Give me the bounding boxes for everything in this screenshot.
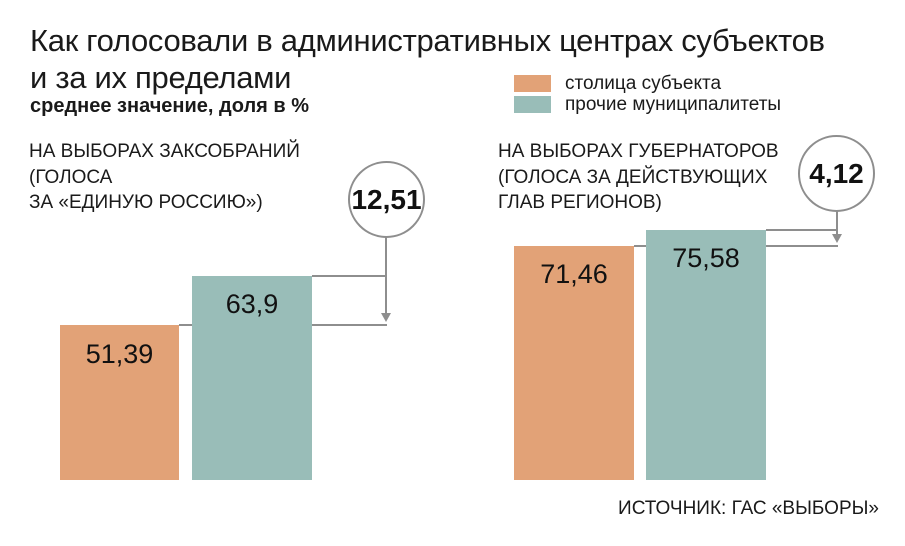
right-capital-bar-value: 71,46 xyxy=(540,259,608,289)
left-capital-bar: 51,39 xyxy=(60,325,179,480)
legend-item-other: прочие муниципалитеты xyxy=(514,93,782,115)
left-other-bar-value: 63,9 xyxy=(225,289,279,319)
left-diff-line-top xyxy=(312,275,386,277)
left-capital-bar-value: 51,39 xyxy=(85,339,154,369)
left-chart-header-line3: ЗА «ЕДИНУЮ РОССИЮ») xyxy=(29,192,263,213)
source-credit: ИСТОЧНИК: ГАС «ВЫБОРЫ» xyxy=(618,498,879,519)
page-subtitle: среднее значение, доля в % xyxy=(30,95,310,117)
left-diff-line-vertical xyxy=(385,237,387,314)
legend-item-capital: столица субъекта xyxy=(514,72,781,94)
left-chart-header-line1: НА ВЫБОРАХ ЗАКСОБРАНИЙ xyxy=(29,141,300,162)
left-other-bar: 63,9 xyxy=(192,276,312,480)
left-diff-value: 12,51 xyxy=(351,183,422,215)
right-diff-line-vertical xyxy=(836,211,838,235)
page-title-line2: и за их пределами xyxy=(30,60,292,95)
right-chart-header-line2: (ГОЛОСА ЗА ДЕЙСТВУЮЩИХ xyxy=(498,166,768,188)
left-diff-circle: 12,51 xyxy=(348,161,425,238)
title-block: Как голосовали в административных центра… xyxy=(30,22,825,96)
left-chart-header: НА ВЫБОРАХ ЗАКСОБРАНИЙ (ГОЛОСА ЗА «ЕДИНУ… xyxy=(29,139,300,216)
legend-label-other: прочие муниципалитеты xyxy=(565,93,782,115)
left-arrow-down-icon xyxy=(381,313,391,322)
right-other-bar-value: 75,58 xyxy=(672,243,740,273)
page-title-line1: Как голосовали в административных центра… xyxy=(30,23,825,58)
right-other-bar: 75,58 xyxy=(646,230,766,480)
left-chart-header-line2: (ГОЛОСА xyxy=(29,166,113,188)
other-color-swatch-icon xyxy=(514,96,551,113)
right-diff-value: 4,12 xyxy=(809,157,864,189)
legend: столица субъекта прочие муниципалитеты xyxy=(514,72,782,117)
right-chart-header-line3: ГЛАВ РЕГИОНОВ) xyxy=(498,192,662,213)
right-diff-circle: 4,12 xyxy=(798,135,875,212)
right-chart-header-line1: НА ВЫБОРАХ ГУБЕРНАТОРОВ xyxy=(498,141,779,162)
capital-color-swatch-icon xyxy=(514,75,551,92)
right-chart-header: НА ВЫБОРАХ ГУБЕРНАТОРОВ (ГОЛОСА ЗА ДЕЙСТ… xyxy=(498,139,779,216)
right-arrow-down-icon xyxy=(832,234,842,243)
right-capital-bar: 71,46 xyxy=(514,246,634,480)
legend-label-capital: столица субъекта xyxy=(565,72,722,94)
right-diff-line-top xyxy=(766,229,837,231)
